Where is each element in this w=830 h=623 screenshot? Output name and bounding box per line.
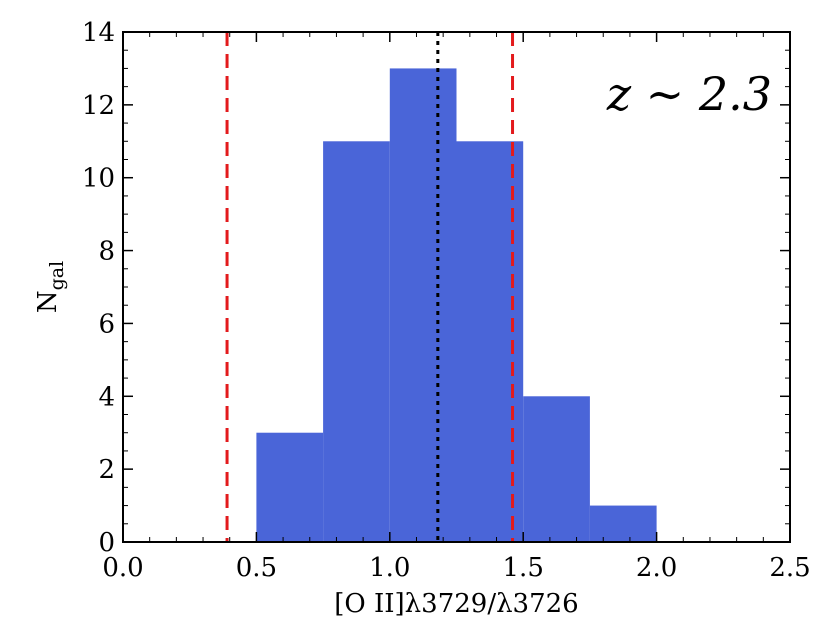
y-tick-label: 10 bbox=[82, 164, 115, 194]
y-tick-label: 4 bbox=[98, 382, 115, 412]
y-tick-labels: 0 2 4 6 8 10 12 14 bbox=[82, 18, 115, 558]
x-tick-label: 1.0 bbox=[369, 553, 410, 583]
x-tick-label: 2.0 bbox=[636, 553, 677, 583]
reference-lines bbox=[225, 32, 515, 542]
y-tick-label: 2 bbox=[98, 455, 115, 485]
x-tick-label: 0.5 bbox=[236, 553, 277, 583]
y-axis-label-subscript: gal bbox=[46, 261, 68, 291]
y-axis-label: Ngal bbox=[33, 261, 68, 313]
x-tick-labels: 0.0 0.5 1.0 1.5 2.0 2.5 bbox=[102, 553, 810, 583]
x-tick-label: 2.5 bbox=[769, 553, 810, 583]
histogram-bar bbox=[389, 68, 457, 542]
x-axis-label: [O II]λ3729/λ3726 bbox=[334, 589, 578, 619]
y-tick-label: 8 bbox=[98, 237, 115, 267]
y-axis-label-main: N bbox=[33, 290, 63, 313]
histogram-bar bbox=[589, 505, 657, 542]
axis-ticks bbox=[122, 31, 791, 543]
y-tick-label: 12 bbox=[82, 91, 115, 121]
x-tick-label: 1.5 bbox=[503, 553, 544, 583]
y-tick-label: 6 bbox=[98, 309, 115, 339]
histogram-bar bbox=[523, 396, 590, 542]
x-tick-label: 0.0 bbox=[102, 553, 143, 583]
redshift-annotation: z ∼ 2.3 bbox=[606, 67, 772, 121]
histogram-bar bbox=[323, 141, 390, 543]
histogram-bars bbox=[256, 68, 657, 543]
y-tick-label: 14 bbox=[82, 18, 115, 48]
y-tick-label: 0 bbox=[98, 528, 115, 558]
histogram-bar bbox=[256, 432, 324, 542]
